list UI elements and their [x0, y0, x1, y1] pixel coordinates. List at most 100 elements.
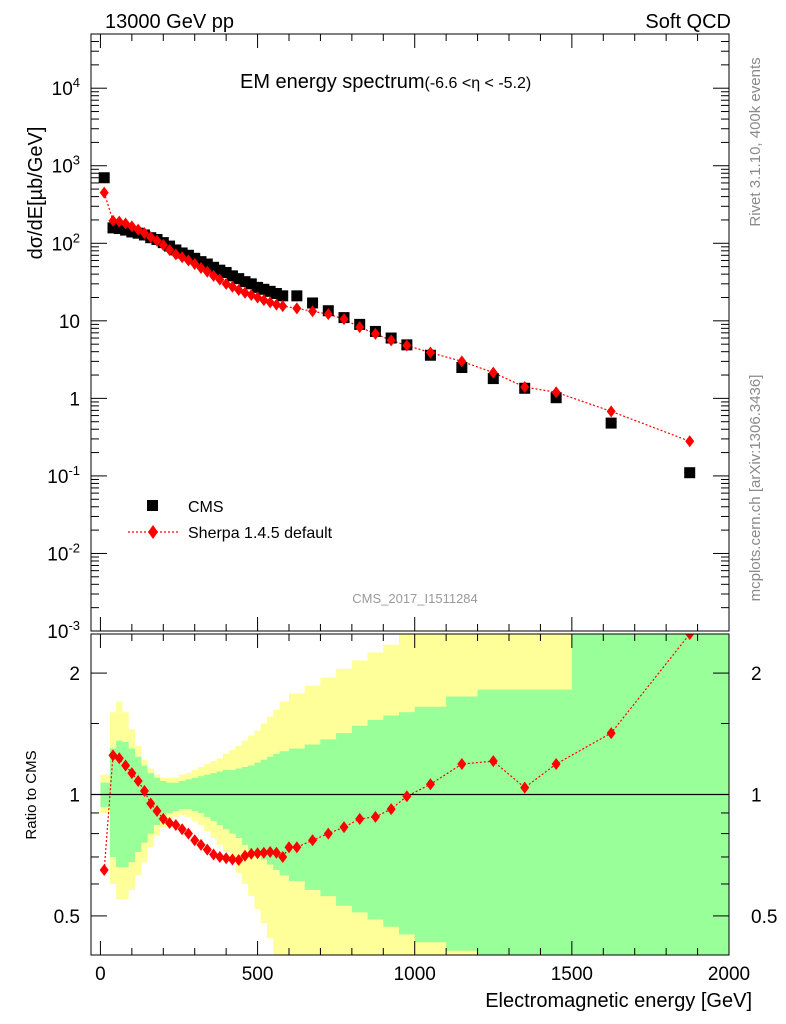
sherpa-point: [488, 366, 498, 379]
ratio-sherpa-point: [339, 821, 349, 834]
ratio-sherpa-point: [685, 634, 695, 640]
chart-title-range: (-6.6 <η < -5.2): [425, 75, 532, 92]
x-tick-label: 1000: [394, 964, 436, 985]
cms-point: [307, 297, 319, 309]
main-panel: 10-3 10-2 10-1 1 10 102 103 104 EM energy spect…: [25, 33, 730, 643]
ratio-sherpa-point: [165, 816, 175, 829]
cms-point: [107, 222, 119, 234]
main-y-tick-label: 1: [69, 389, 80, 410]
sherpa-point: [457, 355, 467, 368]
ratio-sherpa-point: [323, 827, 333, 840]
ratio-sherpa-point: [284, 841, 294, 854]
ratio-sherpa-point: [520, 781, 530, 794]
sherpa-point: [190, 258, 200, 271]
ratio-sherpa-point: [152, 805, 162, 818]
ratio-panel: 0.5 0.51 12 20 500 1000 1500 2000 Ratio to CMS …: [23, 633, 777, 1012]
ratio-sherpa-point: [265, 846, 275, 859]
sherpa-point: [339, 313, 349, 326]
ratio-sherpa-point: [133, 775, 143, 788]
cms-point: [113, 223, 125, 235]
main-y-tick-label: 10-2: [47, 540, 80, 565]
sherpa-point: [271, 298, 281, 311]
ratio-sherpa-point: [425, 778, 435, 791]
ratio-sherpa-point: [114, 752, 124, 765]
cms-point: [258, 283, 270, 295]
sherpa-point: [520, 381, 530, 394]
ratio-sherpa-point: [240, 849, 250, 862]
cms-point: [245, 278, 257, 290]
sherpa-point: [240, 286, 250, 299]
ratio-sherpa-point: [457, 758, 467, 771]
main-y-tick-label: 10: [59, 312, 80, 333]
ratio-sherpa-point: [370, 810, 380, 823]
sherpa-point: [196, 262, 206, 275]
sherpa-point: [259, 294, 269, 307]
sherpa-point: [165, 243, 175, 256]
sherpa-point: [355, 321, 365, 334]
sherpa-point: [402, 339, 412, 352]
ratio-y-tick-label: 1: [69, 786, 80, 807]
ratio-y-axis-label: Ratio to CMS: [23, 750, 40, 839]
ratio-y-tick-label-right: 1: [751, 786, 762, 807]
cms-point: [684, 467, 696, 479]
ratio-sherpa-point: [190, 834, 200, 847]
ratio-sherpa-point: [253, 847, 263, 860]
sherpa-point: [202, 265, 212, 278]
main-y-tick-label: 10-1: [47, 463, 80, 488]
sherpa-point: [551, 386, 561, 399]
ratio-sherpa-point: [158, 812, 168, 825]
cms-point: [239, 276, 251, 288]
main-y-tick-label: 10-3: [47, 618, 80, 643]
x-tick-label: 500: [242, 964, 274, 985]
ratio-sherpa-point: [171, 819, 181, 832]
ratio-sherpa-point: [308, 834, 318, 847]
analysis-label: CMS_2017_I1511284: [352, 591, 478, 606]
sherpa-point: [606, 405, 616, 418]
sherpa-point: [292, 302, 302, 315]
legend-cms-marker: [147, 500, 158, 511]
header-right-label: Soft QCD: [645, 11, 731, 33]
ratio-sherpa-point: [606, 727, 616, 740]
ratio-sherpa-point: [183, 827, 193, 840]
ratio-sherpa-point: [234, 854, 244, 867]
legend-cms-label: CMS: [188, 499, 224, 516]
cms-point: [233, 273, 245, 285]
ratio-sherpa-point: [215, 850, 225, 863]
chart-title: EM energy spectrum(-6.6 <η < -5.2): [240, 71, 531, 93]
sherpa-point: [308, 305, 318, 318]
ratio-sherpa-point: [271, 846, 281, 859]
sherpa-point: [278, 300, 288, 313]
sherpa-point: [158, 239, 168, 252]
cms-point: [120, 224, 132, 236]
main-y-axis-label: dσ/dE[µb/GeV]: [25, 127, 47, 260]
legend-sherpa-marker: [148, 525, 158, 539]
rivet-version-label: Rivet 3.1.10, 400k events: [747, 57, 764, 226]
sherpa-point: [323, 308, 333, 321]
x-axis-label: Electromagnetic energy [GeV]: [485, 990, 752, 1012]
ratio-sherpa-point: [386, 803, 396, 816]
chart-title-main: EM energy spectrum: [240, 71, 425, 93]
ratio-y-tick-label: 0.5: [54, 907, 80, 928]
cms-point: [214, 264, 226, 276]
header-left-label: 13000 GeV pp: [105, 11, 234, 33]
sherpa-point: [370, 327, 380, 340]
cms-point: [226, 270, 238, 282]
sherpa-point: [685, 435, 695, 448]
ratio-sherpa-point: [259, 846, 269, 859]
ratio-sherpa-point: [221, 852, 231, 865]
sherpa-line: [103, 192, 690, 442]
main-y-tick-label: 104: [52, 75, 80, 100]
ratio-sherpa-point: [488, 755, 498, 768]
sherpa-point: [139, 227, 149, 240]
legend-sherpa-label: Sherpa 1.4.5 default: [188, 525, 333, 542]
cms-point: [220, 267, 232, 279]
ratio-y-tick-label: 2: [69, 664, 80, 685]
ratio-sherpa-point: [202, 843, 212, 856]
ratio-sherpa-point: [139, 785, 149, 798]
ratio-sherpa-point: [146, 797, 156, 810]
sherpa-point: [114, 215, 124, 228]
ratio-sherpa-point: [99, 863, 109, 876]
legend: CMS Sherpa 1.4.5 default: [128, 499, 333, 542]
ratio-sherpa-point: [177, 823, 187, 836]
